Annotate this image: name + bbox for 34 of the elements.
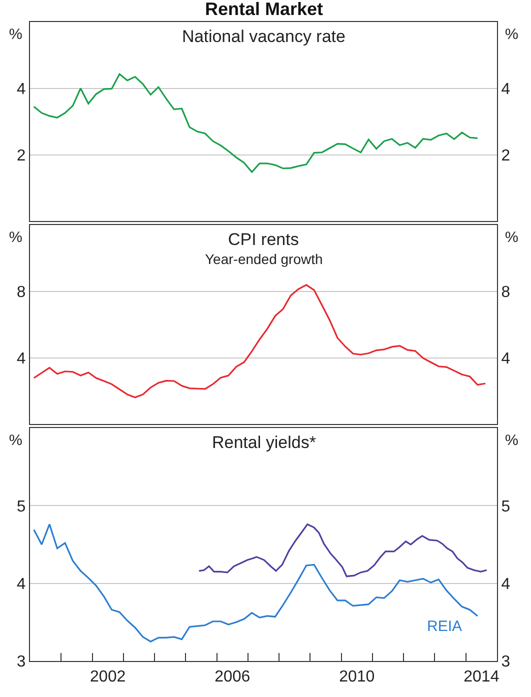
x-tick-label: 2010 — [339, 668, 375, 686]
x-tick-label: 2006 — [214, 668, 250, 686]
y-tick-label: 3 — [16, 654, 26, 671]
line-series — [198, 523, 488, 578]
y-tick-label: 4 — [16, 576, 26, 593]
line-series — [33, 284, 486, 398]
chart-title: National vacancy rate — [182, 27, 346, 46]
x-tick-label: 2014 — [464, 668, 500, 686]
text: Year-ended growth — [205, 251, 323, 267]
y2-tick-label: 4 — [501, 80, 510, 98]
line-series — [33, 73, 478, 173]
series-label: REIA — [427, 618, 462, 635]
y2-axis-title: % — [505, 26, 518, 43]
text: Rental Market — [205, 0, 324, 19]
y2-tick-label: 5 — [501, 498, 510, 516]
y2-tick-label: 4 — [501, 576, 510, 593]
y2-tick-label: 2 — [501, 147, 510, 164]
y-tick-label: 8 — [16, 284, 26, 301]
y2-tick-label: 3 — [501, 654, 510, 671]
line-series — [33, 523, 478, 642]
y-axis-title: % — [9, 26, 22, 43]
chart-title: Rental yields* — [212, 433, 316, 452]
y-axis-title: % — [9, 229, 22, 246]
y-tick-label: 4 — [16, 350, 26, 368]
y-tick-label: 2 — [16, 147, 26, 164]
y2-axis-title: % — [505, 432, 518, 449]
y-tick-label: 4 — [16, 80, 26, 98]
y2-tick-label: 8 — [501, 284, 510, 301]
x-tick-label: 2002 — [90, 668, 126, 686]
y-axis-title: % — [9, 432, 22, 449]
y2-axis-title: % — [505, 229, 518, 246]
y-tick-label: 5 — [16, 498, 26, 516]
chart-title: CPI rents — [228, 230, 299, 249]
y2-tick-label: 4 — [501, 350, 510, 368]
